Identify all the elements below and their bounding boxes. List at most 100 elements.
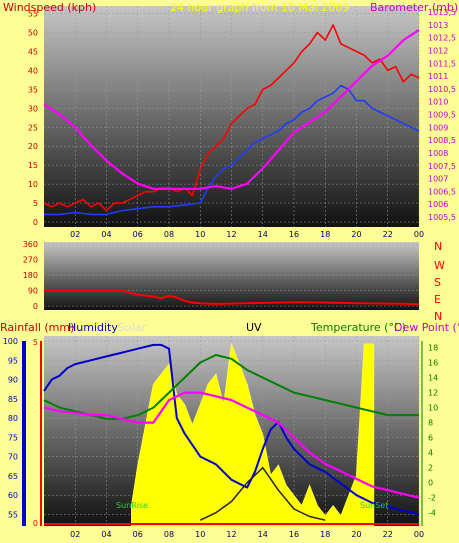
humidity-tick-label: 90 (8, 376, 18, 385)
temp-tick-label: -2 (428, 494, 436, 503)
humidity-line (43, 343, 420, 516)
wind-x-tick-label: 14 (258, 230, 268, 239)
temp-tick-label: 18 (428, 344, 438, 353)
temp-tick-label: 0 (428, 479, 433, 488)
rain-tick-label: 5 (33, 338, 38, 347)
weather-x-tick-label: 20 (351, 530, 361, 539)
wind-tick-label: 10 (28, 180, 38, 189)
wind-tick-label: 50 (28, 29, 38, 38)
humidity-axis-label: Humidity (68, 321, 118, 334)
temp-tick-label: 4 (428, 449, 433, 458)
weather-x-tick-label: 08 (164, 530, 174, 539)
direction-tick-label: 360 (23, 240, 38, 249)
weather-x-tick-label: 02 (70, 530, 80, 539)
weather-x-tick-label: 12 (226, 530, 236, 539)
data-series (43, 24, 420, 527)
temperature-line (43, 354, 419, 420)
temp-tick-label: 16 (428, 359, 438, 368)
direction-panel-bg (44, 242, 419, 310)
direction-tick-label: 90 (28, 287, 38, 296)
humidity-tick-label: 100 (3, 337, 18, 346)
uv-axis-label: UV (246, 321, 262, 334)
wind-x-tick-label: 06 (133, 230, 143, 239)
dew-axis-label: Dew Point (°C) (394, 321, 459, 334)
direction-tick-label: 0 (33, 302, 38, 311)
temp-tick-label: 14 (428, 374, 438, 383)
sunrise-label: SunRise (116, 501, 148, 510)
weather-x-tick-label: 10 (195, 530, 205, 539)
wind-x-tick-label: 20 (351, 230, 361, 239)
baro-tick-label: 1008,5 (428, 136, 456, 145)
weather-x-tick-label: 22 (383, 530, 393, 539)
wind-tick-label: 35 (28, 85, 38, 94)
wind-x-tick-label: 22 (383, 230, 393, 239)
wind-grid (44, 6, 420, 227)
solar-axis-label: Solar (118, 321, 147, 334)
temp-axis-label: Temperature (°C) (310, 321, 406, 334)
barometer-line (43, 28, 420, 190)
compass-s: S (434, 276, 441, 289)
baro-tick-label: 1007,5 (428, 162, 456, 171)
humidity-tick-label: 75 (8, 433, 18, 442)
wind-tick-label: 20 (28, 142, 38, 151)
weather-x-tick-label: 18 (320, 530, 330, 539)
temp-tick-label: 8 (428, 419, 433, 428)
rainfall-axis-label: Rainfall (mm) (0, 321, 74, 334)
sunset-label: SunSet (360, 501, 388, 510)
baro-tick-label: 1009 (428, 123, 448, 132)
baro-tick-label: 1007 (428, 175, 448, 184)
direction-tick-label: 180 (23, 271, 38, 280)
wind-axis-label: Windspeed (kph) (3, 1, 96, 14)
humidity-tick-label: 85 (8, 395, 18, 404)
weather-x-tick-label: 00 (414, 530, 424, 539)
baro-tick-label: 1012,5 (428, 34, 456, 43)
weather-x-tick-label: 16 (289, 530, 299, 539)
humidity-tick-label: 70 (8, 453, 18, 462)
wind-tick-label: 25 (28, 123, 38, 132)
baro-tick-label: 1011 (428, 72, 448, 81)
temp-tick-label: 6 (428, 434, 433, 443)
baro-tick-label: 1013 (428, 21, 448, 30)
direction-tick-label: 270 (23, 256, 38, 265)
baro-tick-label: 1012 (428, 46, 448, 55)
temp-tick-label: 10 (428, 404, 438, 413)
wind-tick-label: 15 (28, 161, 38, 170)
baro-tick-label: 1008 (428, 149, 448, 158)
baro-tick-label: 1006,5 (428, 187, 456, 196)
baro-axis-label: Barometer (mb) (370, 1, 458, 14)
baro-tick-label: 1010 (428, 98, 448, 107)
axis-ticks: 05101520253035404550551005,510061006,510… (3, 8, 456, 539)
wind-x-tick-label: 16 (289, 230, 299, 239)
compass-n-top: N (434, 240, 442, 253)
wind-x-tick-label: 08 (164, 230, 174, 239)
wind-tick-label: 30 (28, 104, 38, 113)
temp-tick-label: -4 (428, 509, 436, 518)
chart-subtitle: 24 hour graph from 10 Mai 2009 (170, 1, 349, 14)
compass-e: E (434, 293, 441, 306)
wind-tick-label: 0 (33, 218, 38, 227)
compass-w: W (434, 259, 445, 272)
wind-x-tick-label: 18 (320, 230, 330, 239)
humidity-tick-label: 65 (8, 472, 18, 481)
baro-tick-label: 1006 (428, 200, 448, 209)
direction-grid (44, 243, 419, 307)
wind-tick-label: 45 (28, 47, 38, 56)
humidity-tick-label: 80 (8, 414, 18, 423)
temp-tick-label: 12 (428, 389, 438, 398)
baro-tick-label: 1009,5 (428, 111, 456, 120)
baro-tick-label: 1011,5 (428, 59, 456, 68)
weather-x-tick-label: 06 (133, 530, 143, 539)
humidity-tick-label: 95 (8, 356, 18, 365)
solar-area (131, 343, 375, 527)
wind-avg-line (44, 84, 420, 216)
rain-tick-label: 0 (33, 519, 38, 528)
wind-x-tick-label: 12 (226, 230, 236, 239)
wind-tick-label: 5 (33, 199, 38, 208)
wind-gust-line (43, 24, 420, 212)
humidity-tick-label: 55 (8, 510, 18, 519)
wind-x-tick-label: 10 (195, 230, 205, 239)
baro-tick-label: 1005,5 (428, 213, 456, 222)
baro-tick-label: 1010,5 (428, 85, 456, 94)
weather-x-tick-label: 14 (258, 530, 268, 539)
